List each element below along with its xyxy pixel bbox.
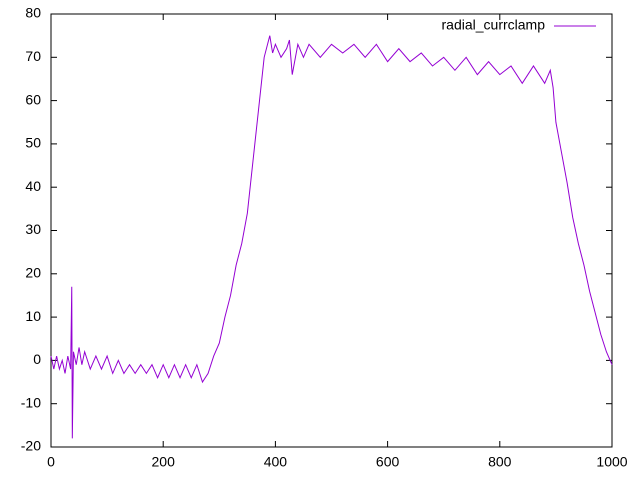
x-tick-label: 0 [47, 454, 55, 470]
y-tick-label: -10 [21, 394, 41, 410]
x-tick-label: 1000 [596, 454, 627, 470]
y-tick-label: 40 [25, 178, 41, 194]
y-tick-label: -20 [21, 438, 41, 454]
y-tick-label: 50 [25, 135, 41, 151]
x-tick-label: 400 [264, 454, 288, 470]
y-tick-label: 80 [25, 5, 41, 21]
x-tick-label: 200 [152, 454, 176, 470]
y-tick-label: 70 [25, 48, 41, 64]
plot-border [50, 13, 613, 448]
y-tick-label: 0 [33, 351, 41, 367]
y-tick-label: 20 [25, 265, 41, 281]
x-tick-label: 800 [488, 454, 512, 470]
legend-label: radial_currclamp [442, 17, 546, 33]
y-tick-label: 10 [25, 308, 41, 324]
data-line [50, 35, 613, 439]
x-tick-label: 600 [376, 454, 400, 470]
y-tick-label: 30 [25, 221, 41, 237]
y-tick-label: 60 [25, 91, 41, 107]
